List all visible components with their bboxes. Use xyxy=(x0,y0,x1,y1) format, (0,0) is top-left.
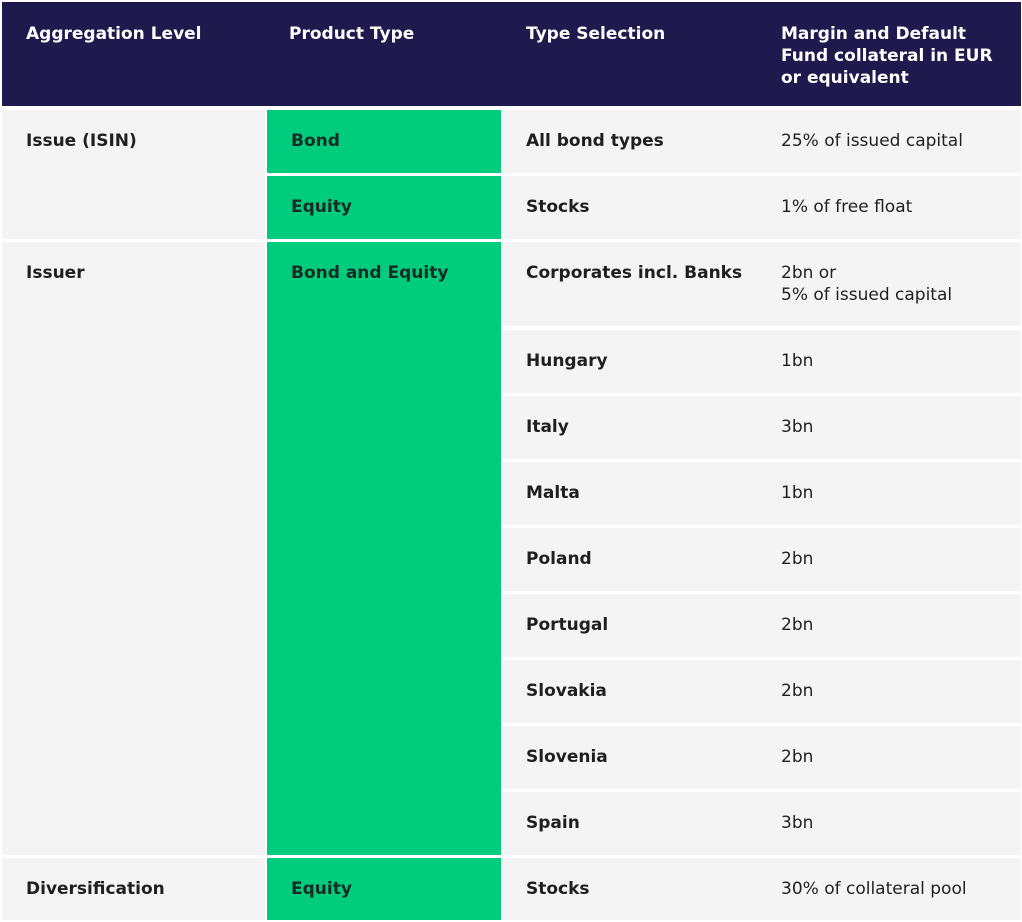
type-selection-cell: Portugal xyxy=(502,594,757,657)
margin-cell: 2bn xyxy=(757,660,1021,723)
margin-cell: 30% of collateral pool xyxy=(757,858,1021,920)
product-type-bond-and-equity: Bond and Equity xyxy=(267,242,501,855)
margin-cell: 25% of issued capital xyxy=(757,110,1021,173)
product-type-equity-diversification: Equity xyxy=(267,858,501,920)
header-aggregation-level: Aggregation Level xyxy=(2,2,265,106)
header-product-type: Product Type xyxy=(265,2,502,106)
aggregation-level-issue-isin: Issue (ISIN) xyxy=(2,110,265,239)
type-selection-cell: Spain xyxy=(502,792,757,855)
type-selection-cell: Corporates incl. Banks xyxy=(502,242,757,326)
aggregation-level-issuer: Issuer xyxy=(2,242,265,855)
type-selection-cell: Hungary xyxy=(502,330,757,393)
margin-cell: 1bn xyxy=(757,330,1021,393)
margin-cell: 2bn xyxy=(757,726,1021,789)
type-selection-cell: All bond types xyxy=(502,110,757,173)
type-selection-cell: Stocks xyxy=(502,858,757,920)
header-margin: Margin and Default Fund collateral in EU… xyxy=(757,2,1021,106)
margin-cell: 3bn xyxy=(757,792,1021,855)
type-selection-cell: Slovakia xyxy=(502,660,757,723)
header-type-selection: Type Selection xyxy=(502,2,757,106)
margin-cell: 1bn xyxy=(757,462,1021,525)
margin-cell: 2bn xyxy=(757,594,1021,657)
type-selection-cell: Malta xyxy=(502,462,757,525)
type-selection-cell: Italy xyxy=(502,396,757,459)
product-type-equity: Equity xyxy=(267,176,501,239)
margin-cell: 2bn or 5% of issued capital xyxy=(757,242,1021,326)
type-selection-cell: Stocks xyxy=(502,176,757,239)
margin-cell: 3bn xyxy=(757,396,1021,459)
product-type-bond: Bond xyxy=(267,110,501,173)
margin-cell: 1% of free float xyxy=(757,176,1021,239)
aggregation-level-diversification: Diversification xyxy=(2,858,265,920)
type-selection-cell: Slovenia xyxy=(502,726,757,789)
margin-cell: 2bn xyxy=(757,528,1021,591)
type-selection-cell: Poland xyxy=(502,528,757,591)
